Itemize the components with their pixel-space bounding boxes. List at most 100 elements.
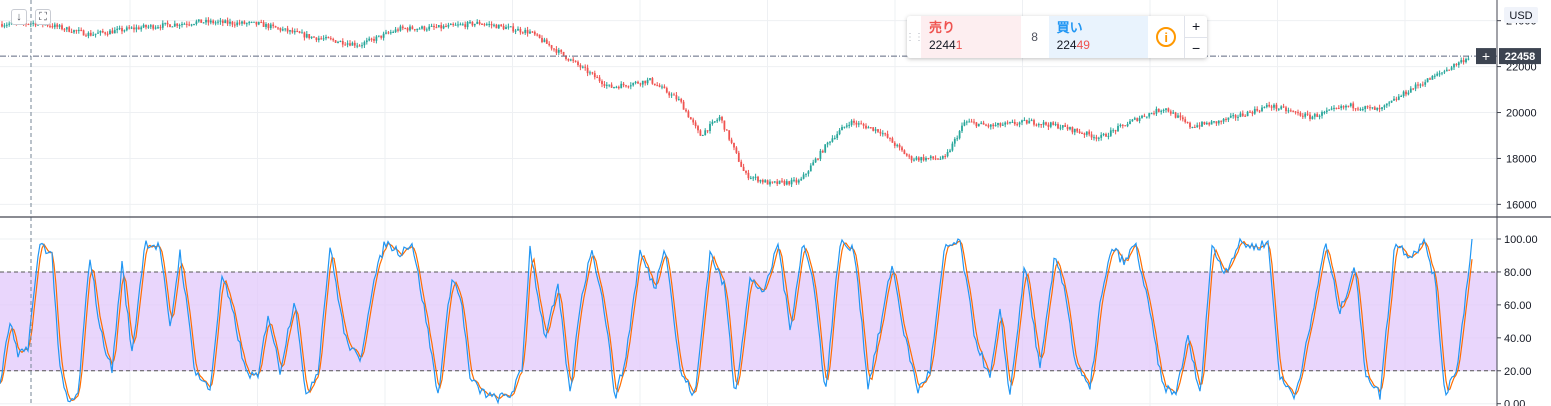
candle-body <box>1025 120 1028 124</box>
candle-body <box>373 39 375 41</box>
candle-body <box>272 24 275 27</box>
candle-body <box>502 26 505 30</box>
fullscreen-icon[interactable]: ⛶ <box>35 9 51 25</box>
candle-body <box>459 24 462 26</box>
candle-body <box>567 59 570 61</box>
candle-body <box>749 177 752 179</box>
info-button[interactable]: i <box>1148 16 1184 58</box>
candle-body <box>73 30 75 33</box>
candle-body <box>661 86 663 88</box>
candle-body <box>1405 91 1407 95</box>
candle-body <box>1203 122 1206 125</box>
candle-body <box>689 117 692 120</box>
candle-body <box>428 26 431 30</box>
candle-body <box>565 55 567 60</box>
candle-body <box>869 127 872 129</box>
candle-body <box>670 94 673 96</box>
candle-body <box>716 119 719 122</box>
candle-body <box>1222 118 1225 122</box>
candle-body <box>536 34 539 36</box>
candle-body <box>269 24 272 29</box>
buy-button[interactable]: 買い 22449 <box>1048 16 1149 58</box>
price-axis[interactable]: 2400022000200001800016000 <box>1497 16 1537 212</box>
candle-body <box>1076 128 1079 132</box>
candle-body <box>478 21 481 24</box>
candle-body <box>1124 125 1127 127</box>
candle-body <box>505 27 507 30</box>
increase-button[interactable]: + <box>1185 16 1207 38</box>
sell-button[interactable]: 売り 22441 <box>921 16 1021 58</box>
candle-body <box>980 122 983 124</box>
candle-body <box>713 121 716 123</box>
candle-body <box>1448 69 1451 71</box>
candle-body <box>1311 116 1314 120</box>
candle-body <box>1066 126 1069 130</box>
trade-widget[interactable]: ⋮⋮ 売り 22441 8 買い 22449 i + − <box>905 16 1207 58</box>
candle-body <box>1184 119 1187 123</box>
candle-body <box>392 32 395 34</box>
drag-handle-icon[interactable]: ⋮⋮ <box>905 31 924 43</box>
candle-body <box>466 21 469 28</box>
candle-body <box>1325 110 1328 113</box>
candle-body <box>596 77 599 79</box>
candle-body <box>541 37 543 43</box>
candle-body <box>694 122 697 127</box>
candle-body <box>116 28 119 31</box>
candle-body <box>106 33 109 35</box>
candle-body <box>857 123 860 125</box>
candle-body <box>663 86 666 89</box>
sell-price: 22441 <box>929 38 963 52</box>
candle-body <box>483 24 486 26</box>
candle-body <box>1381 107 1383 110</box>
candle-body <box>226 20 229 24</box>
candle-body <box>687 111 690 118</box>
candle-body <box>1028 120 1031 124</box>
candle-body <box>572 59 575 61</box>
candle-body <box>317 38 320 41</box>
candle-body <box>557 50 560 53</box>
stochastic-axis[interactable]: 100.00 80.00 60.00 40.00 20.00 0.00 <box>1497 234 1538 406</box>
candle-body <box>305 34 308 38</box>
candle-body <box>507 26 510 28</box>
price-tick-label: 18000 <box>1506 153 1537 165</box>
candle-body <box>169 24 171 28</box>
candle-body <box>1136 118 1139 121</box>
candle-body <box>1105 133 1107 137</box>
candle-body <box>658 85 661 87</box>
candle-body <box>665 88 668 93</box>
candle-body <box>673 94 675 96</box>
candle-body <box>1436 73 1439 76</box>
candle-body <box>1412 88 1415 90</box>
candle-body <box>1069 127 1071 130</box>
currency-label: USD <box>1509 10 1532 22</box>
candle-body <box>944 156 947 158</box>
candle-body <box>903 150 906 155</box>
candle-body <box>1131 119 1134 122</box>
candle-body <box>1162 109 1165 111</box>
candle-body <box>425 29 428 31</box>
scroll-down-arrow-icon[interactable]: ↓ <box>11 9 27 25</box>
candle-body <box>1093 137 1095 139</box>
candle-body <box>584 66 587 68</box>
candle-body <box>1321 112 1323 116</box>
candle-body <box>548 43 551 46</box>
decrease-button[interactable]: − <box>1191 39 1201 56</box>
candle-body <box>951 143 954 151</box>
last-price-label: 22458 <box>1505 51 1536 63</box>
candle-body <box>975 122 978 127</box>
candle-body <box>476 21 479 24</box>
candle-body <box>1018 122 1021 125</box>
candle-body <box>795 179 798 183</box>
candle-body <box>289 30 291 32</box>
quantity-stepper[interactable]: + − <box>1184 16 1207 58</box>
candle-body <box>639 83 642 85</box>
candle-body <box>353 42 356 46</box>
candle-body <box>140 27 143 30</box>
candle-body <box>1352 103 1355 109</box>
price-tick-label: 22000 <box>1506 62 1537 74</box>
candle-body <box>754 176 757 178</box>
candle-body <box>1157 108 1160 112</box>
candle-body <box>781 180 783 182</box>
candle-body <box>1342 106 1345 108</box>
